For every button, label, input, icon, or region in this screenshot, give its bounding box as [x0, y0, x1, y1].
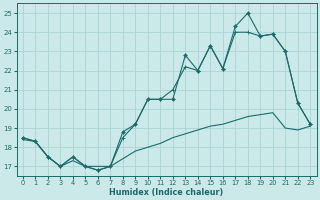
X-axis label: Humidex (Indice chaleur): Humidex (Indice chaleur)	[109, 188, 224, 197]
